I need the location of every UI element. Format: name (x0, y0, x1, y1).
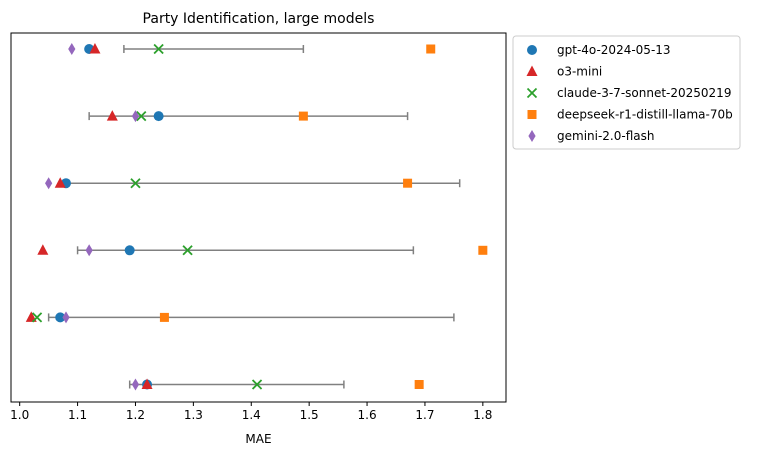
legend-marker (527, 45, 537, 55)
data-point (131, 110, 140, 123)
error-bars (47, 45, 461, 389)
legend-entry: o3-mini (526, 65, 602, 79)
data-point (478, 245, 488, 255)
x-axis-title: MAE (245, 432, 271, 446)
legend-marker (526, 87, 538, 99)
legend-entry: gpt-4o-2024-05-13 (527, 43, 671, 57)
series-x (31, 43, 263, 390)
legend-entry: gemini-2.0-flash (528, 129, 654, 143)
x-tick-label: 1.1 (68, 408, 87, 422)
data-point (414, 380, 424, 389)
data-point (251, 379, 263, 390)
x-tick-label: 1.8 (473, 408, 492, 422)
error-bar (128, 380, 345, 389)
data-point (426, 44, 436, 54)
legend-entry: claude-3-7-sonnet-20250219 (526, 86, 731, 100)
data-point (31, 312, 43, 323)
x-tick-label: 1.6 (358, 408, 377, 422)
data-point (55, 312, 66, 323)
series-triangle (25, 43, 153, 389)
data-point (37, 244, 49, 255)
legend-label: claude-3-7-sonnet-20250219 (557, 86, 731, 100)
x-tick-label: 1.2 (126, 408, 145, 422)
legend: gpt-4o-2024-05-13 o3-mini claude-3-7-sonne… (512, 35, 741, 150)
data-point (159, 312, 169, 322)
data-point (85, 244, 93, 257)
data-point (89, 43, 101, 54)
legend-entry: deepseek-r1-distill-llama-70b (527, 108, 733, 122)
data-point (124, 245, 135, 256)
data-point (130, 178, 141, 189)
error-bar (123, 45, 305, 53)
data-points (25, 43, 488, 391)
legend-marker (527, 110, 537, 119)
legend-label: deepseek-r1-distill-llama-70b (557, 108, 733, 122)
data-point (182, 245, 193, 256)
legend-label: gpt-4o-2024-05-13 (557, 43, 671, 57)
x-axis: 1.0 1.1 1.2 1.3 1.4 1.5 1.6 1.7 1.8 (10, 402, 492, 422)
legend-marker (526, 65, 538, 76)
data-point (54, 177, 66, 188)
x-tick-label: 1.0 (10, 408, 29, 422)
legend-box (512, 35, 741, 150)
x-tick-label: 1.7 (415, 408, 434, 422)
series-diamond (45, 43, 140, 391)
data-point (141, 378, 153, 389)
x-tick-label: 1.5 (300, 408, 319, 422)
plot-area (10, 32, 507, 403)
data-point (131, 378, 140, 391)
data-point (403, 178, 413, 188)
data-point (62, 311, 70, 324)
series-circle (55, 44, 164, 390)
data-point (153, 43, 164, 55)
legend-marker (528, 130, 536, 142)
error-bar (65, 179, 461, 188)
data-point (45, 177, 53, 190)
data-point (153, 111, 164, 122)
legend-label: gemini-2.0-flash (557, 129, 654, 143)
error-bar (47, 313, 455, 322)
legend-label: o3-mini (557, 65, 602, 79)
data-point (68, 43, 76, 55)
data-point (136, 110, 147, 122)
chart-title: Party Identification, large models (143, 11, 375, 27)
x-tick-label: 1.3 (184, 408, 203, 422)
series-square (159, 44, 488, 389)
x-tick-label: 1.4 (242, 408, 261, 422)
data-point (298, 111, 308, 121)
data-point (106, 110, 118, 121)
